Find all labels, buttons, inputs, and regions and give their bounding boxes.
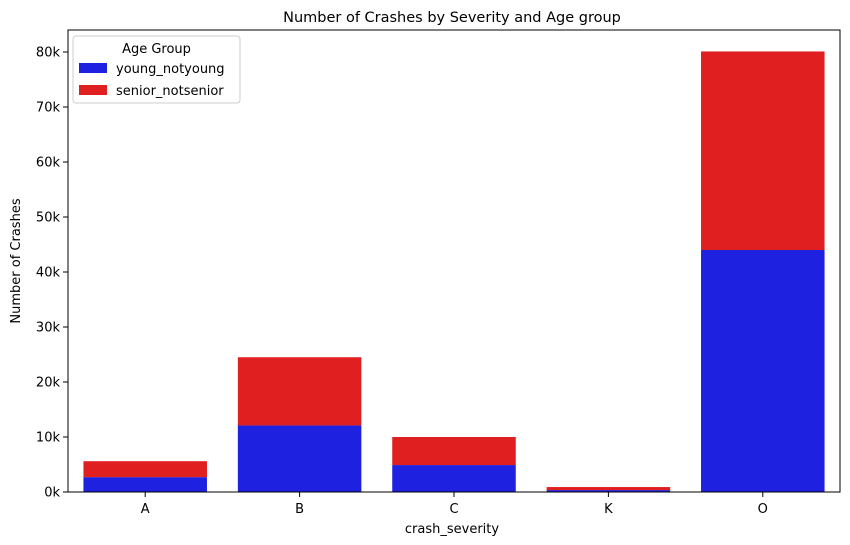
bar-B-senior_notsenior xyxy=(237,357,362,426)
y-tick-label: 80k xyxy=(36,46,61,61)
bar-B-young_notyoung xyxy=(237,425,362,492)
x-tick-label: A xyxy=(141,502,150,517)
bar-A-senior_notsenior xyxy=(83,461,207,478)
legend-frame xyxy=(72,35,241,104)
y-tick-label: 0k xyxy=(44,486,60,501)
legend: Age Group young_notyoung senior_notsenior xyxy=(72,35,241,104)
y-tick-label: 40k xyxy=(36,266,61,281)
bars-group xyxy=(83,51,825,492)
x-tick-label: O xyxy=(758,502,768,517)
y-tick-label: 50k xyxy=(36,211,61,226)
legend-label-senior_notsenior: senior_notsenior xyxy=(116,84,224,99)
y-tick-label: 60k xyxy=(36,156,61,171)
legend-swatch-senior_notsenior xyxy=(79,85,107,95)
bar-A-young_notyoung xyxy=(83,477,207,492)
bar-C-senior_notsenior xyxy=(392,437,516,466)
legend-swatch-young_notyoung xyxy=(79,63,107,73)
plot-frame xyxy=(67,29,841,493)
y-tick-label: 10k xyxy=(36,431,61,446)
y-tick-label: 70k xyxy=(36,101,61,116)
x-tick-label: K xyxy=(604,502,613,517)
x-axis-label: crash_severity xyxy=(405,522,499,537)
x-tick-label: B xyxy=(295,502,304,517)
x-tick-label: C xyxy=(449,502,458,517)
bar-K-young_notyoung xyxy=(546,490,671,492)
y-axis: 0k 10k 20k 30k 40k 50k 60k 70k 80k xyxy=(36,46,68,501)
chart-title: Number of Crashes by Severity and Age gr… xyxy=(283,10,621,26)
legend-title: Age Group xyxy=(122,42,191,57)
bar-C-young_notyoung xyxy=(392,465,516,492)
y-axis-label: Number of Crashes xyxy=(9,198,24,323)
bar-K-senior_notsenior xyxy=(546,487,671,491)
legend-label-young_notyoung: young_notyoung xyxy=(116,62,225,77)
y-tick-label: 30k xyxy=(36,321,61,336)
bar-O-young_notyoung xyxy=(701,250,825,492)
bar-O-senior_notsenior xyxy=(701,51,825,251)
y-tick-label: 20k xyxy=(36,376,61,391)
